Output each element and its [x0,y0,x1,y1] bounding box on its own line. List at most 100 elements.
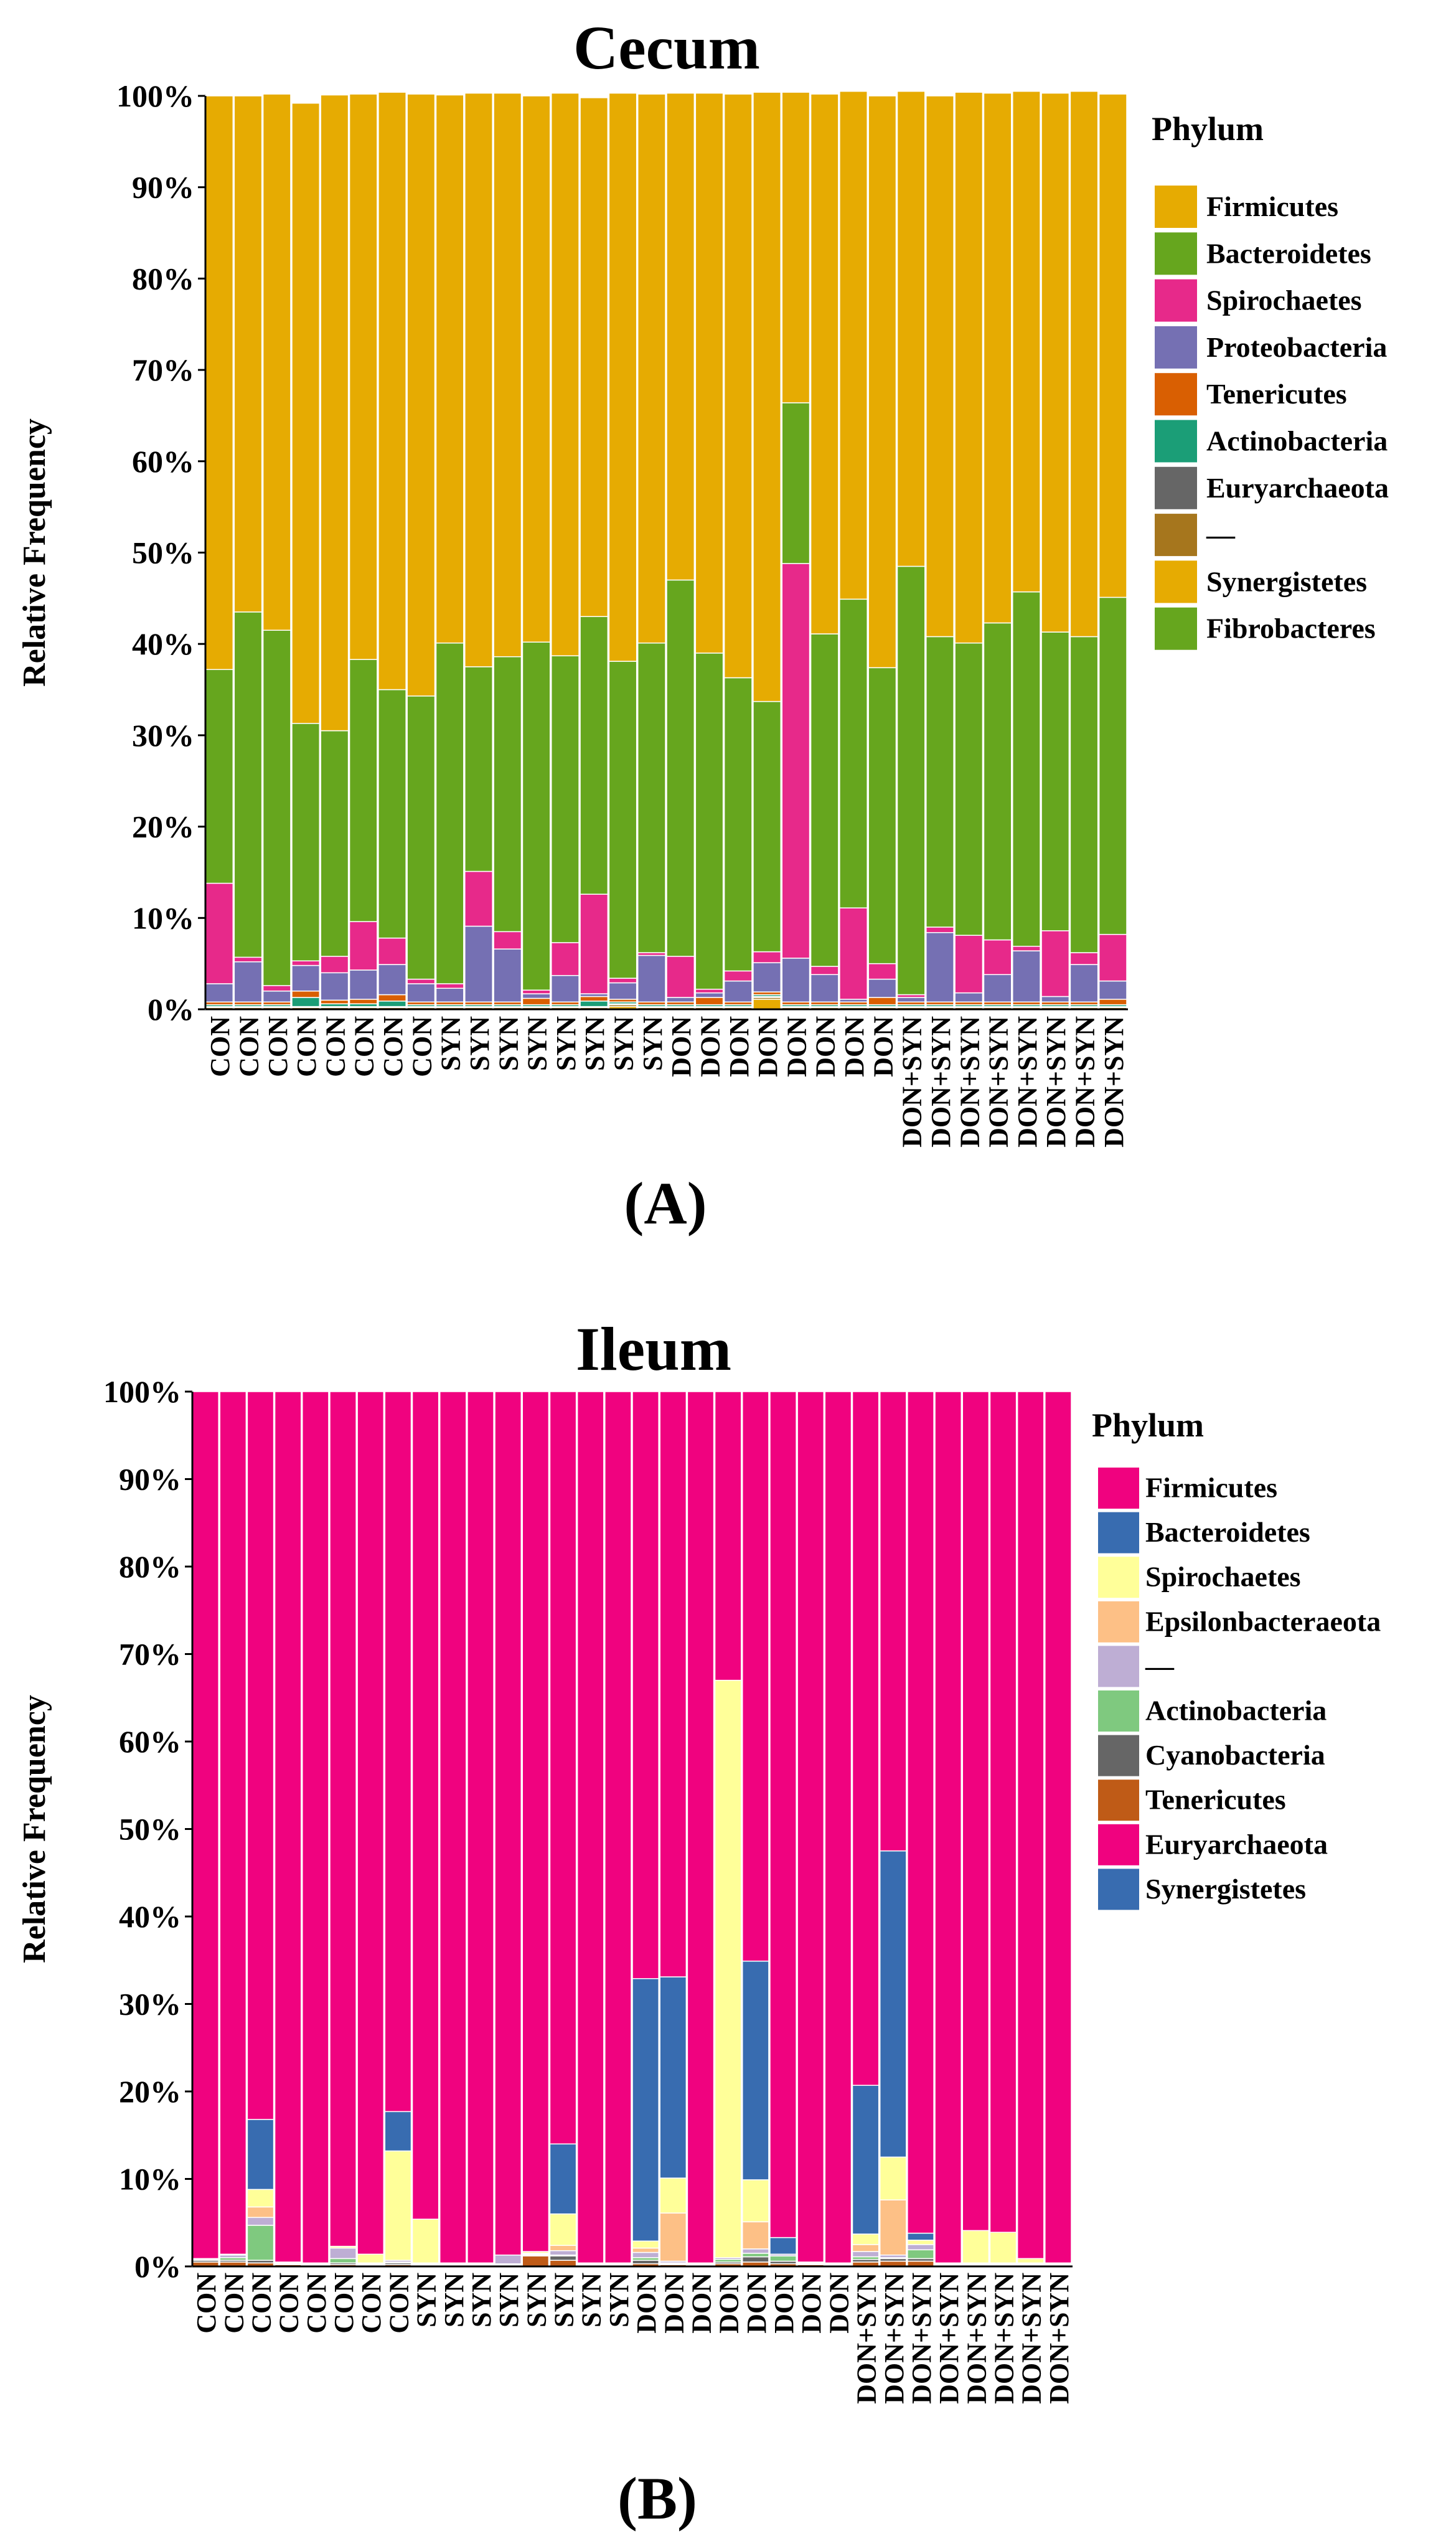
x-tick-label: DON [714,2273,744,2334]
bar-segment-firmicutes [549,1391,577,2145]
bar-segment- [907,2244,934,2251]
bar-segment-firmicutes [714,1391,742,1681]
legend-title: Phylum [1092,1407,1204,1444]
bar-segment-bacteroidetes [320,730,349,957]
bar-segment-proteobacteria [868,978,897,998]
legend-label: Fibrobacteres [1206,613,1376,644]
bar-segment-firmicutes [349,93,378,660]
bar-segment-bacteroidetes [522,641,551,991]
bar-segment-bacteroidetes [608,661,637,979]
bar-segment-proteobacteria [291,964,321,992]
legend-swatch [1155,186,1197,228]
bar-segment-proteobacteria [233,961,263,1003]
bar-segment-cyanobacteria [549,2255,577,2261]
bar-segment-bacteroidetes [810,633,839,967]
bar-segment-spirochaetes [962,2230,990,2264]
bar-segment-proteobacteria [810,974,839,1003]
bar-segment-spirochaetes [411,2218,439,2264]
bar-segment-spirochaetes [868,963,897,980]
x-tick-label: DON+SYN [1099,1016,1129,1148]
bar-segment-actinobacteria [329,2258,357,2264]
bar-segment-firmicutes [522,95,551,643]
x-tick-label: DON+SYN [926,1016,956,1148]
legend-label: Actinobacteria [1145,1695,1327,1727]
y-tick-label: 90% [119,1462,181,1497]
bar-segment-actinobacteria [580,1001,609,1007]
bar-segment-epsilonbacteraeota [742,2221,769,2250]
y-tick-label: 30% [132,718,194,753]
bar-segment-spirochaetes [320,956,349,974]
x-tick-label: CON [234,1016,265,1077]
bar-segment-epsilonbacteraeota [632,2247,659,2253]
bar-segment-firmicutes [522,1391,550,2252]
bar-segment-bacteroidetes [666,579,695,957]
x-tick-label: DON [781,1016,812,1077]
bar-segment-bacteroidetes [659,1976,687,2179]
y-tick-label: 30% [119,1987,181,2022]
bar-segment-firmicutes [467,1391,494,2264]
x-tick-label: SYN [551,1016,581,1071]
y-tick-label: 50% [119,1812,181,1847]
bar-segment-spirochaetes [435,983,464,989]
bar-segment-proteobacteria [1069,964,1099,1003]
bar-segment-spirochaetes [493,931,522,950]
bar-segment- [494,2254,522,2265]
x-tick-label: SYN [436,1016,466,1071]
bar-segment-proteobacteria [464,925,493,1003]
bar-segment-spirochaetes [608,978,637,984]
bar-segment-spirochaetes [839,907,868,1000]
legend-swatch [1098,1646,1139,1687]
bar-segment-firmicutes [464,92,493,667]
bar-segment-proteobacteria [493,948,522,1003]
legend-label: Epsilonbacteraeota [1145,1605,1381,1637]
bar-segment-spirochaetes [852,2233,880,2245]
bar-segment-firmicutes [666,92,695,581]
bar-segment-bacteroidetes [742,1960,769,2180]
bar-segment-bacteroidetes [233,611,263,958]
bar-segment-firmicutes [934,1391,962,2264]
legend-label: Firmicutes [1206,191,1338,222]
bar-segment-bacteroidetes [879,1850,907,2158]
y-tick-label: 40% [132,626,194,661]
bar-segment-proteobacteria [1041,996,1070,1003]
legend-swatch [1155,420,1197,463]
x-tick-label: DON+SYN [897,1016,928,1148]
bar-segment-firmicutes [551,92,580,657]
bar-segment-spirochaetes [357,2253,385,2264]
bar-segment-epsilonbacteraeota [659,2212,687,2262]
bar-segment-tenericutes [291,990,321,998]
legend-label: Euryarchaeota [1145,1828,1328,1860]
bar-segment-proteobacteria [205,983,234,1003]
x-tick-label: DON+SYN [989,2273,1020,2404]
bar-segment-proteobacteria [522,993,551,999]
bar-segment-bacteroidetes [262,629,291,986]
bar-segment-spirochaetes [1069,952,1099,965]
bar-segment-firmicutes [411,1391,439,2220]
y-axis-label: Relative Frequency [17,1695,52,1963]
legend-swatch [1098,1780,1139,1821]
x-tick-label: SYN [493,1016,524,1071]
bar-segment-firmicutes [576,1391,604,2264]
bar-segment-spirochaetes [632,2240,659,2249]
y-tick-label: 0% [148,992,194,1027]
bar-segment-spirochaetes [205,882,234,984]
y-axis-label: Relative Frequency [17,418,52,687]
bar-segment-spirochaetes [753,951,781,963]
bar-segment-firmicutes [769,1391,797,2238]
x-tick-label: DON+SYN [984,1016,1014,1148]
bar-segment-spirochaetes [659,2177,687,2214]
bar-segment-firmicutes [1041,92,1070,633]
bar-segment-spirochaetes [522,989,551,994]
bar-segment-spirochaetes [378,937,406,965]
bar-segment-firmicutes [494,1391,522,2256]
bar-segment-bacteroidetes [1041,631,1070,931]
legend-swatch [1155,466,1197,509]
bar-segment-bacteroidetes [1012,591,1041,947]
bar-segment-tenericutes [1098,999,1127,1006]
x-tick-label: SYN [549,2273,580,2327]
x-tick-label: DON [824,2273,854,2334]
bar-segment-tenericutes [580,996,609,1002]
bar-segment-epsilonbacteraeota [879,2199,907,2256]
bar-segment-proteobacteria [666,997,695,1003]
bar-segment-proteobacteria [320,972,349,1001]
